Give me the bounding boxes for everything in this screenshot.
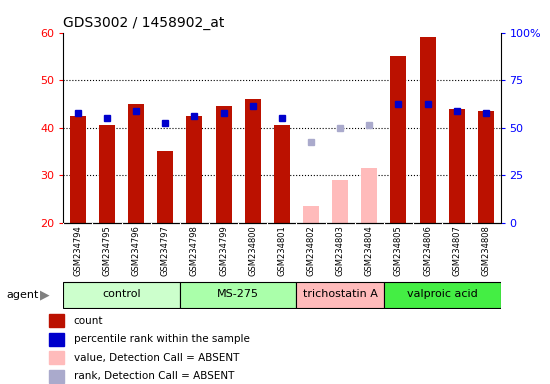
Text: GDS3002 / 1458902_at: GDS3002 / 1458902_at bbox=[63, 16, 224, 30]
Bar bbox=[245, 99, 261, 223]
Bar bbox=[49, 351, 64, 364]
Text: control: control bbox=[102, 289, 141, 299]
Text: agent: agent bbox=[7, 290, 39, 300]
Bar bbox=[384, 282, 500, 308]
Text: rank, Detection Call = ABSENT: rank, Detection Call = ABSENT bbox=[74, 371, 234, 381]
Text: GSM234808: GSM234808 bbox=[481, 225, 491, 276]
Bar bbox=[390, 56, 406, 223]
Text: value, Detection Call = ABSENT: value, Detection Call = ABSENT bbox=[74, 353, 239, 363]
Bar bbox=[63, 282, 180, 308]
Bar bbox=[274, 125, 290, 223]
Bar bbox=[70, 116, 86, 223]
Bar bbox=[303, 206, 319, 223]
Bar bbox=[128, 104, 144, 223]
Text: MS-275: MS-275 bbox=[217, 289, 259, 299]
Bar bbox=[478, 111, 494, 223]
Text: GSM234805: GSM234805 bbox=[394, 225, 403, 276]
Text: GSM234800: GSM234800 bbox=[248, 225, 257, 276]
Bar bbox=[63, 223, 500, 280]
Bar bbox=[157, 151, 173, 223]
Text: GSM234802: GSM234802 bbox=[306, 225, 316, 276]
Text: GSM234806: GSM234806 bbox=[423, 225, 432, 276]
Text: GSM234798: GSM234798 bbox=[190, 225, 199, 276]
Bar bbox=[49, 370, 64, 382]
Text: GSM234801: GSM234801 bbox=[277, 225, 287, 276]
Bar bbox=[186, 116, 202, 223]
Bar bbox=[49, 333, 64, 346]
Text: trichostatin A: trichostatin A bbox=[302, 289, 378, 299]
Text: GSM234795: GSM234795 bbox=[102, 225, 112, 276]
Text: GSM234799: GSM234799 bbox=[219, 225, 228, 276]
Text: GSM234794: GSM234794 bbox=[73, 225, 82, 276]
Bar bbox=[332, 180, 348, 223]
Text: ▶: ▶ bbox=[40, 288, 49, 301]
Bar bbox=[216, 106, 232, 223]
Text: count: count bbox=[74, 316, 103, 326]
Text: percentile rank within the sample: percentile rank within the sample bbox=[74, 334, 250, 344]
Bar bbox=[420, 37, 436, 223]
Text: valproic acid: valproic acid bbox=[407, 289, 477, 299]
Text: GSM234804: GSM234804 bbox=[365, 225, 374, 276]
Bar bbox=[49, 314, 64, 327]
Text: GSM234796: GSM234796 bbox=[131, 225, 141, 276]
Bar bbox=[296, 282, 384, 308]
Text: GSM234803: GSM234803 bbox=[336, 225, 345, 276]
Text: GSM234807: GSM234807 bbox=[452, 225, 461, 276]
Bar bbox=[99, 125, 115, 223]
Bar bbox=[180, 282, 296, 308]
Text: GSM234797: GSM234797 bbox=[161, 225, 170, 276]
Bar bbox=[361, 168, 377, 223]
Bar bbox=[449, 109, 465, 223]
